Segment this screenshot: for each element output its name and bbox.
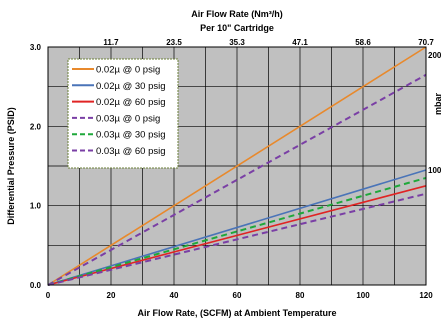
x-tick-label: 120 <box>419 291 433 300</box>
top-tick-label: 11.7 <box>103 38 119 47</box>
x-tick-label: 60 <box>233 291 242 300</box>
x-tick-label: 0 <box>46 291 51 300</box>
series-line <box>47 192 427 286</box>
plot-border <box>47 46 427 286</box>
legend: 0.02µ @ 0 psig 0.02µ @ 30 psig 0.02µ @ 60 … <box>67 58 179 169</box>
x-axis-title: Air Flow Rate, (SCFM) at Ambient Tempera… <box>137 308 336 318</box>
legend-label: 0.03µ @ 0 psig <box>96 113 160 124</box>
y-tick-label: 0.0 <box>30 281 42 290</box>
top-tick-label: 58.6 <box>355 38 371 47</box>
right-axis-ticks: 100 200 <box>428 51 442 175</box>
legend-label: 0.02µ @ 0 psig <box>96 65 160 76</box>
x-tick-label: 40 <box>170 291 179 300</box>
top-tick-label: 35.3 <box>229 38 245 47</box>
right-tick-label: 200 <box>428 51 442 60</box>
series-line <box>47 73 427 286</box>
series-line <box>47 185 427 286</box>
chart-subtitle: Per 10" Cartridge <box>200 23 274 33</box>
legend-label: 0.02µ @ 30 psig <box>96 81 166 92</box>
series-line <box>47 46 427 286</box>
x-tick-label: 20 <box>107 291 116 300</box>
legend-label: 0.03µ @ 30 psig <box>96 130 166 141</box>
series-line <box>47 169 427 286</box>
y-tick-label: 2.0 <box>30 122 42 131</box>
top-tick-label: 23.5 <box>166 38 182 47</box>
x-axis-ticks: 0 20 40 60 80 100 120 <box>46 291 433 300</box>
chart-title: Air Flow Rate (Nm³/h) <box>191 9 283 19</box>
y2-axis-title: mbar <box>433 93 443 116</box>
right-tick-label: 100 <box>428 166 442 175</box>
x-tick-label: 100 <box>356 291 370 300</box>
legend-label: 0.02µ @ 60 psig <box>96 97 166 108</box>
legend-items: 0.02µ @ 0 psig 0.02µ @ 30 psig 0.02µ @ 60 … <box>72 65 166 157</box>
y-axis-title: Differential Pressure (PSID) <box>6 107 16 225</box>
series-lines <box>47 46 427 286</box>
legend-box <box>67 58 179 169</box>
y-tick-label: 1.0 <box>30 202 42 211</box>
series-line <box>47 176 427 286</box>
top-axis-ticks: 11.7 23.5 35.3 47.1 58.6 70.7 <box>103 38 434 47</box>
top-tick-label: 47.1 <box>292 38 308 47</box>
top-tick-label: 70.7 <box>418 38 434 47</box>
y-tick-label: 3.0 <box>30 43 42 52</box>
legend-label: 0.03µ @ 60 psig <box>96 146 166 157</box>
x-tick-label: 80 <box>296 291 305 300</box>
y-axis-ticks: 0.0 1.0 2.0 3.0 <box>30 43 42 290</box>
